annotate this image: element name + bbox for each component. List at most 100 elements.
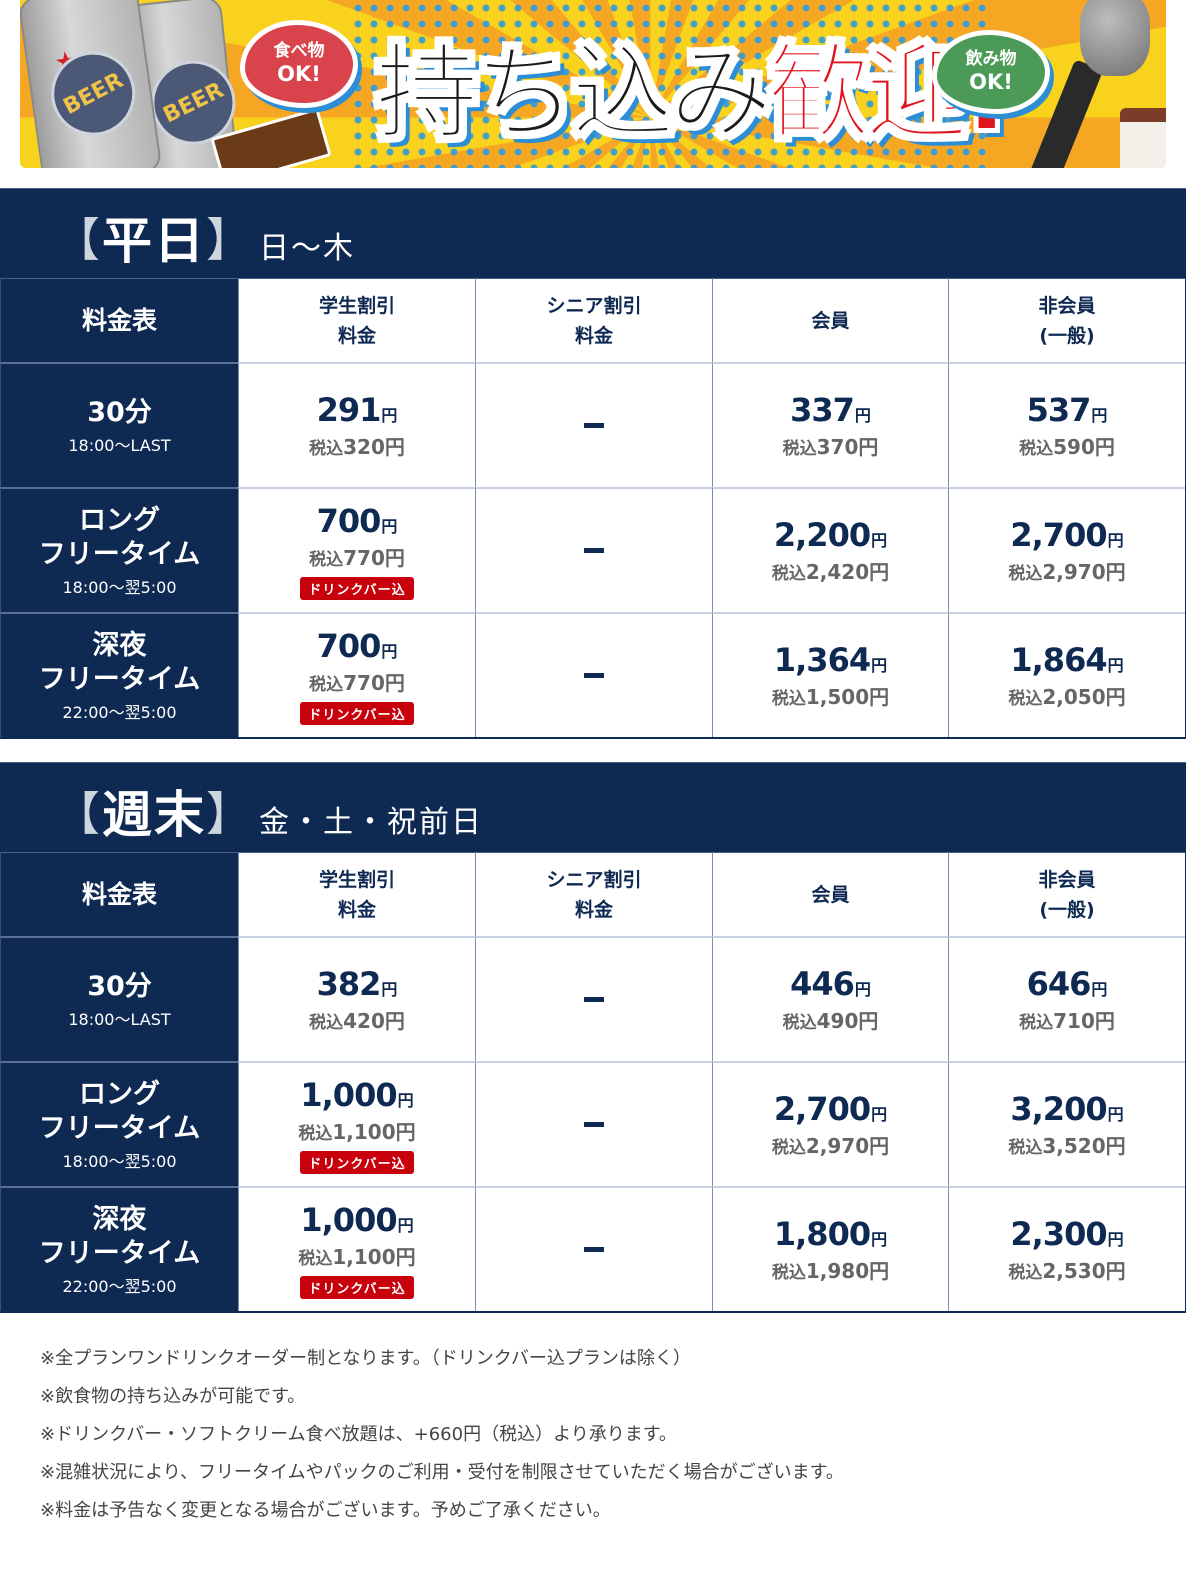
column-header-label: シニア割引	[546, 294, 642, 317]
price-incl-tax: 税込1,100円	[298, 1241, 415, 1270]
price-incl-tax: 税込490円	[783, 1005, 879, 1034]
price-excl-tax: 291 円	[317, 391, 398, 429]
drinkbar-included-badge: ドリンクバー込	[300, 1150, 414, 1174]
price-excl-tax: 2,700 円	[774, 1090, 887, 1128]
price-incl-tax: 税込2,970円	[1008, 556, 1125, 585]
tax-price-value: 590円	[1053, 435, 1115, 459]
tax-label: 税込	[771, 1263, 806, 1283]
price-value: 537	[1026, 391, 1092, 429]
price-cell-member: 1,800 円税込1,980円	[712, 1186, 948, 1311]
price-value: 291	[316, 391, 382, 429]
price-incl-tax: 税込2,420円	[772, 556, 889, 585]
column-header-student: 学生割引 料金	[238, 278, 475, 362]
price-excl-tax: 1,000 円	[300, 1201, 413, 1239]
not-available-dash	[584, 673, 604, 678]
section-title: 【週末】	[54, 786, 254, 844]
price-incl-tax: 税込590円	[1019, 431, 1115, 460]
column-header-label: (一般)	[1039, 324, 1095, 347]
price-cell-senior	[475, 1061, 712, 1186]
plan-name: フリータイム	[38, 663, 201, 695]
note-item: ※ドリンクバー・ソフトクリーム食べ放題は、+660円（税込）より承ります。	[40, 1424, 677, 1445]
price-incl-tax: 税込710円	[1019, 1005, 1115, 1034]
price-value: 1,800	[773, 1215, 871, 1253]
price-excl-tax: 446 円	[790, 965, 871, 1003]
plan-name: フリータイム	[38, 1237, 201, 1269]
price-incl-tax: 税込320円	[309, 431, 405, 460]
column-header-senior: シニア割引 料金	[475, 278, 712, 362]
plan-name-cell: 30分 18:00〜LAST	[0, 936, 238, 1061]
plan-time: 18:00〜LAST	[68, 435, 171, 455]
tax-label: 税込	[782, 439, 817, 459]
price-value: 1,000	[300, 1075, 397, 1114]
tax-label: 税込	[309, 549, 344, 570]
tax-price-value: 370円	[816, 435, 879, 459]
plan-name: 深夜	[92, 629, 147, 661]
yen-unit: 円	[381, 980, 398, 999]
drink-ok-bubble: 飲み物 OK!	[932, 30, 1050, 114]
price-cell-student: 291 円税込320円	[238, 362, 475, 487]
yen-unit: 円	[381, 516, 398, 536]
halftone-dots	[350, 0, 990, 168]
tax-label: 税込	[1008, 1263, 1043, 1283]
beer-can-illustration: ★ BEER	[20, 0, 163, 168]
price-incl-tax: 税込770円	[309, 667, 405, 696]
plan-name: ロング	[79, 1078, 160, 1110]
price-cell-senior	[475, 936, 712, 1061]
price-value: 646	[1026, 965, 1092, 1003]
tax-price-value: 2,050円	[1042, 685, 1126, 709]
yen-unit: 円	[381, 406, 398, 425]
price-incl-tax: 税込420円	[309, 1005, 405, 1034]
price-excl-tax: 1,800 円	[774, 1215, 887, 1253]
price-excl-tax: 1,000 円	[300, 1076, 413, 1114]
note-item: ※飲食物の持ち込みが可能です。	[40, 1386, 306, 1407]
column-header-label: 会員	[811, 309, 850, 332]
tax-label: 税込	[771, 564, 806, 584]
yen-unit: 円	[871, 1230, 888, 1249]
price-incl-tax: 税込1,100円	[298, 1116, 415, 1145]
section-days: 金・土・祝前日	[259, 805, 483, 840]
column-header-member: 会員	[712, 278, 948, 362]
tax-label: 税込	[298, 1123, 333, 1144]
plan-time: 18:00〜LAST	[68, 1009, 171, 1029]
tax-price-value: 2,970円	[805, 1134, 890, 1158]
banner-headline: 持ち込み 歓迎!	[374, 31, 1011, 155]
tax-price-value: 2,420円	[805, 560, 890, 584]
yen-unit: 円	[854, 980, 871, 999]
corner-header: 料金表	[0, 852, 238, 936]
price-value: 446	[790, 965, 855, 1003]
yen-unit: 円	[397, 1215, 414, 1235]
yen-unit: 円	[381, 641, 398, 661]
price-value: 382	[316, 965, 382, 1003]
yen-unit: 円	[397, 1090, 414, 1110]
plan-name-cell: ロング フリータイム 18:00〜翌5:00	[0, 1061, 238, 1186]
drink-cup-illustration	[1120, 108, 1166, 168]
column-header-label: 料金	[574, 898, 613, 921]
price-cell-nonmember: 537 円税込590円	[948, 362, 1185, 487]
plan-name-cell: 深夜 フリータイム 22:00〜翌5:00	[0, 612, 238, 737]
price-excl-tax: 537 円	[1027, 391, 1108, 429]
price-cell-senior	[475, 1186, 712, 1311]
price-incl-tax: 税込770円	[309, 542, 405, 571]
plan-time: 22:00〜翌5:00	[62, 1276, 177, 1296]
column-header-label: 料金	[574, 324, 613, 347]
tax-label: 税込	[1019, 1013, 1054, 1033]
column-header-nonmember: 非会員 (一般)	[948, 278, 1185, 362]
tax-price-value: 420円	[343, 1009, 405, 1033]
price-excl-tax: 646 円	[1027, 965, 1108, 1003]
tax-price-value: 3,520円	[1042, 1134, 1126, 1158]
not-available-dash	[584, 1247, 604, 1252]
yen-unit: 円	[871, 1105, 888, 1124]
not-available-dash	[584, 997, 604, 1002]
plan-name: ロング	[79, 504, 160, 536]
price-value: 700	[316, 626, 382, 665]
price-cell-student: 700 円税込770円 ドリンクバー込	[238, 487, 475, 612]
price-grid: 料金表 学生割引 料金 シニア割引 料金 会員 非会員 (一般) 30分 18:00〜LAST 29…	[0, 278, 1186, 739]
not-available-dash	[584, 423, 604, 428]
plan-name-cell: 深夜 フリータイム 22:00〜翌5:00	[0, 1186, 238, 1311]
drinkbar-included-badge: ドリンクバー込	[300, 701, 414, 725]
tax-label: 税込	[771, 1138, 806, 1158]
yen-unit: 円	[1107, 1105, 1124, 1124]
price-cell-nonmember: 2,700 円税込2,970円	[948, 487, 1185, 612]
price-incl-tax: 税込370円	[783, 431, 879, 460]
section-header: 【平日】 日〜木	[0, 188, 1186, 278]
